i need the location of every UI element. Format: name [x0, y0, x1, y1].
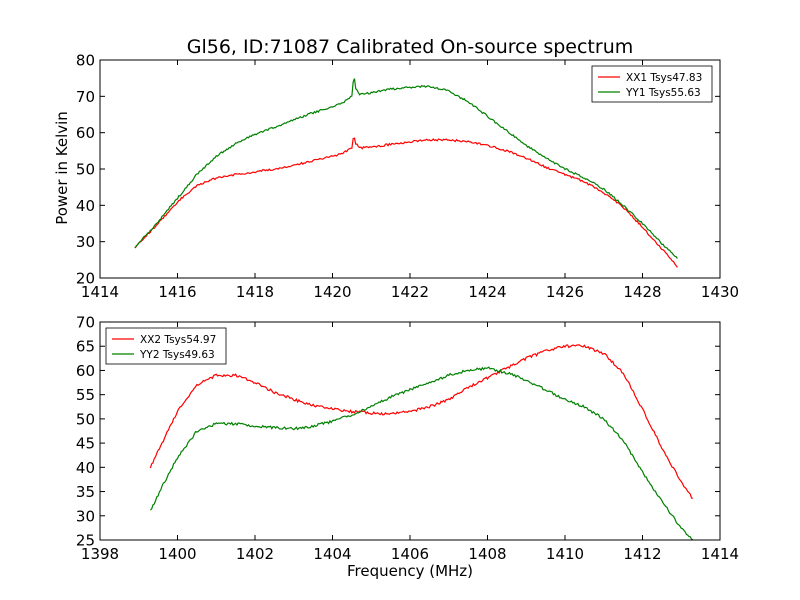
y-tick-label: 60 [76, 124, 95, 142]
x-tick-label: 1398 [81, 545, 119, 563]
figure-title: Gl56, ID:71087 Calibrated On-source spec… [187, 36, 634, 58]
legend: XX1 Tsys47.83 YY1 Tsys55.63 [591, 65, 713, 103]
y-tick-label: 45 [76, 435, 95, 453]
x-tick-label: 1430 [701, 283, 739, 301]
top-spectrum-panel: 1414 1416 1418 1420 1422 1424 1426 1428 1430 20 30… [76, 52, 739, 302]
series-line-xx2 [149, 344, 693, 499]
y-tick-label: 65 [76, 338, 95, 356]
y-tick-label: 55 [76, 386, 95, 404]
legend-label: YY1 Tsys55.63 [625, 87, 701, 99]
legend: XX2 Tsys54.97 YY2 Tsys49.63 [105, 327, 227, 365]
x-tick-label: 1410 [546, 545, 584, 563]
y-tick-label: 60 [76, 362, 95, 380]
x-tick-label: 1422 [391, 283, 429, 301]
x-tick-label: 1414 [81, 283, 119, 301]
x-tick-label: 1402 [236, 545, 274, 563]
legend-label: XX2 Tsys54.97 [140, 334, 216, 346]
y-tick-label: 30 [76, 233, 95, 251]
x-tick-label: 1400 [158, 545, 196, 563]
y-tick-label: 70 [76, 88, 95, 106]
x-tick-label: 1418 [236, 283, 274, 301]
x-tick-label: 1406 [391, 545, 429, 563]
x-tick-label: 1420 [313, 283, 351, 301]
y-tick-label: 20 [76, 270, 95, 288]
series-line-xx1 [134, 137, 678, 268]
x-tick-label: 1416 [158, 283, 196, 301]
y-tick-label: 50 [76, 410, 95, 428]
legend-label: YY2 Tsys49.63 [139, 349, 215, 361]
x-tick-label: 1408 [468, 545, 506, 563]
x-tick-label: 1414 [701, 545, 739, 563]
y-tick-label: 25 [76, 532, 95, 550]
x-tick-label: 1404 [313, 545, 351, 563]
y-tick-label: 50 [76, 161, 95, 179]
y-axis-label: Power in Kelvin [53, 111, 71, 225]
series-line-yy2 [149, 366, 694, 540]
x-tick-label: 1428 [623, 283, 661, 301]
bottom-spectrum-panel: 1398 1400 1402 1404 1406 1408 1410 1412 1414 25 30… [76, 314, 739, 564]
y-tick-label: 70 [76, 314, 95, 332]
y-tick-label: 40 [76, 197, 95, 215]
x-tick-label: 1412 [623, 545, 661, 563]
y-tick-label: 80 [76, 52, 95, 70]
series-line-yy1 [134, 78, 678, 259]
x-tick-label: 1424 [468, 283, 506, 301]
y-tick-label: 30 [76, 507, 95, 525]
legend-label: XX1 Tsys47.83 [626, 72, 702, 84]
x-axis-label: Frequency (MHz) [347, 562, 473, 580]
y-tick-label: 35 [76, 483, 95, 501]
x-tick-label: 1426 [546, 283, 584, 301]
y-tick-label: 40 [76, 459, 95, 477]
